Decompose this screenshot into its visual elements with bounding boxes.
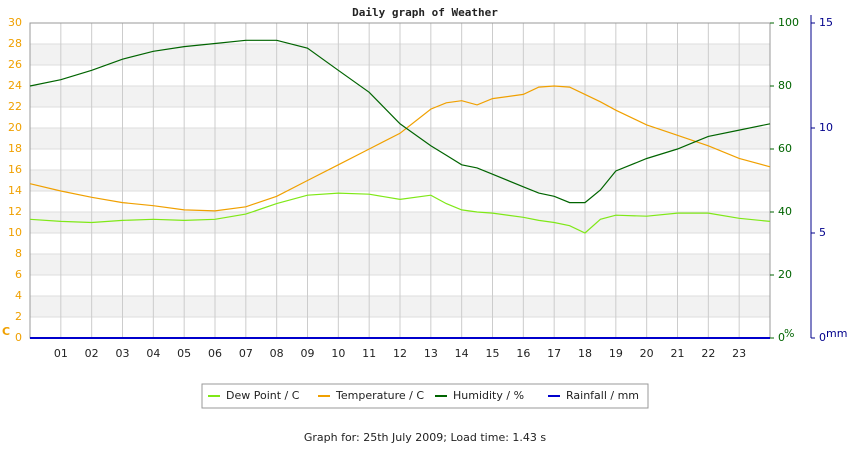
legend-box bbox=[201, 383, 649, 409]
x-tick-label: 22 bbox=[701, 347, 715, 360]
x-tick-label: 06 bbox=[208, 347, 222, 360]
x-tick-label: 18 bbox=[578, 347, 592, 360]
y3-tick-label: 10 bbox=[819, 121, 833, 134]
x-tick-label: 17 bbox=[547, 347, 561, 360]
x-tick-label: 16 bbox=[516, 347, 530, 360]
legend-label: Dew Point / C bbox=[226, 389, 300, 402]
x-tick-label: 14 bbox=[455, 347, 469, 360]
x-tick-label: 01 bbox=[54, 347, 68, 360]
y-tick-label: 30 bbox=[8, 16, 22, 29]
y-tick-label: 16 bbox=[8, 163, 22, 176]
x-tick-label: 02 bbox=[85, 347, 99, 360]
x-tick-label: 21 bbox=[671, 347, 685, 360]
x-tick-label: 23 bbox=[732, 347, 746, 360]
y-tick-label: 2 bbox=[15, 310, 22, 323]
y-axis-label: C bbox=[2, 325, 10, 338]
x-tick-label: 12 bbox=[393, 347, 407, 360]
y3-tick-label: 15 bbox=[819, 16, 833, 29]
x-tick-label: 13 bbox=[424, 347, 438, 360]
chart-title: Daily graph of Weather bbox=[352, 6, 498, 19]
x-tick-label: 03 bbox=[116, 347, 130, 360]
y-tick-label: 4 bbox=[15, 289, 22, 302]
y-tick-label: 24 bbox=[8, 79, 22, 92]
y2-tick-label: 60 bbox=[778, 142, 792, 155]
y-tick-label: 0 bbox=[15, 331, 22, 344]
y2-tick-label: 0 bbox=[778, 331, 785, 344]
series-line bbox=[29, 85, 771, 212]
y3-tick-label: 5 bbox=[819, 226, 826, 239]
y-tick-label: 10 bbox=[8, 226, 22, 239]
y2-tick-label: 100 bbox=[778, 16, 799, 29]
series-line bbox=[29, 39, 771, 204]
y3-tick-label: 0 bbox=[819, 331, 826, 344]
x-tick-label: 08 bbox=[270, 347, 284, 360]
y-tick-label: 26 bbox=[8, 58, 22, 71]
y-tick-label: 18 bbox=[8, 142, 22, 155]
y-tick-label: 20 bbox=[8, 121, 22, 134]
y2-tick-label: 20 bbox=[778, 268, 792, 281]
x-tick-label: 11 bbox=[362, 347, 376, 360]
y-tick-label: 14 bbox=[8, 184, 22, 197]
legend-label: Rainfall / mm bbox=[566, 389, 639, 402]
y3-axis-label: mm bbox=[826, 327, 847, 340]
series-line bbox=[29, 192, 771, 234]
y2-axis-label: % bbox=[784, 327, 794, 340]
x-tick-label: 04 bbox=[146, 347, 160, 360]
y2-tick-label: 40 bbox=[778, 205, 792, 218]
x-tick-label: 10 bbox=[331, 347, 345, 360]
x-tick-label: 05 bbox=[177, 347, 191, 360]
y-tick-label: 6 bbox=[15, 268, 22, 281]
y-tick-label: 12 bbox=[8, 205, 22, 218]
y-tick-label: 8 bbox=[15, 247, 22, 260]
legend-label: Humidity / % bbox=[453, 389, 524, 402]
x-tick-label: 19 bbox=[609, 347, 623, 360]
x-tick-label: 15 bbox=[486, 347, 500, 360]
y-tick-label: 22 bbox=[8, 100, 22, 113]
footer: Graph for: 25th July 2009; Load time: 1.… bbox=[304, 431, 547, 444]
x-tick-label: 09 bbox=[301, 347, 315, 360]
x-tick-label: 20 bbox=[640, 347, 654, 360]
x-tick-label: 07 bbox=[239, 347, 253, 360]
y-tick-label: 28 bbox=[8, 37, 22, 50]
y2-tick-label: 80 bbox=[778, 79, 792, 92]
legend-label: Temperature / C bbox=[335, 389, 424, 402]
